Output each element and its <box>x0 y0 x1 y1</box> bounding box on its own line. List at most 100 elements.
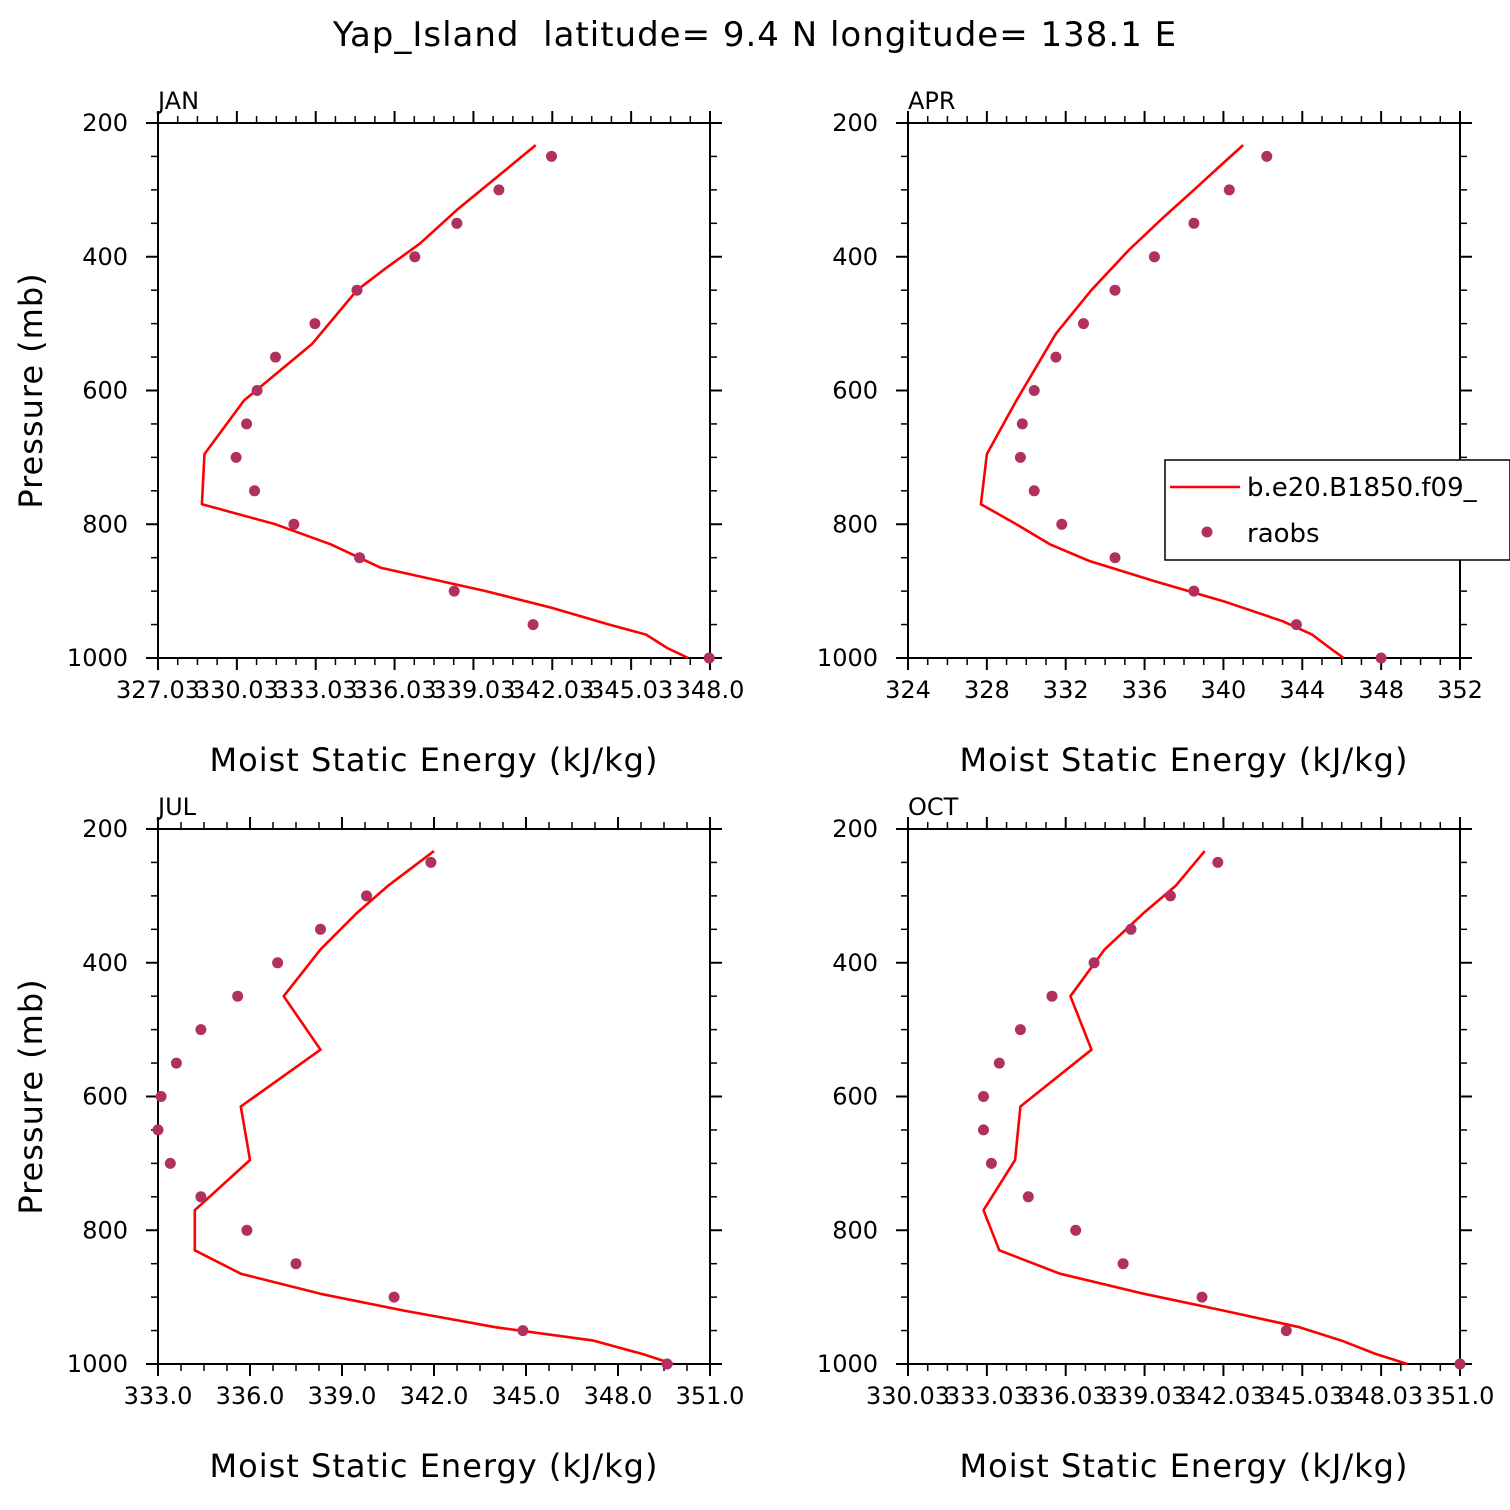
raobs-point <box>361 890 372 902</box>
raobs-point <box>288 518 300 530</box>
legend-box <box>1164 459 1510 561</box>
y-tick-label: 400 <box>82 949 128 977</box>
x-tick-label: 339.03 <box>431 676 515 704</box>
raobs-point <box>1070 1224 1082 1236</box>
y-tick-label: 600 <box>832 377 878 405</box>
raobs-point <box>1125 923 1137 935</box>
y-tick-label: 600 <box>82 1083 128 1111</box>
raobs-point <box>241 1224 253 1236</box>
x-axis-label: Moist Static Energy (kJ/kg) <box>210 741 659 779</box>
y-tick-label: 400 <box>82 243 128 271</box>
y-tick-label: 800 <box>832 1216 878 1244</box>
raobs-point <box>164 1157 176 1169</box>
raobs-point <box>978 1124 989 1136</box>
y-tick-label: 600 <box>82 377 128 405</box>
raobs-point <box>230 451 242 463</box>
x-tick-label: 336.03 <box>1024 1382 1108 1410</box>
y-tick-label: 1000 <box>817 1350 878 1378</box>
raobs-point <box>152 1124 164 1136</box>
x-tick-label: 333.03 <box>274 676 358 704</box>
raobs-point <box>1028 485 1040 497</box>
raobs-point <box>1028 385 1040 396</box>
x-tick-label: 348.0 <box>584 1382 653 1410</box>
model-profile-line <box>979 144 1345 660</box>
raobs-point <box>272 957 284 969</box>
raobs-point <box>1109 284 1121 296</box>
y-axis-label: Pressure (mb) <box>12 272 50 508</box>
raobs-point <box>249 485 260 497</box>
legend-obs-label: raobs <box>1247 519 1320 549</box>
raobs-point <box>1188 585 1200 597</box>
model-profile-line <box>982 850 1408 1366</box>
x-tick-label: 348.0 <box>676 676 745 704</box>
panel-jan: JAN327.03330.03333.03336.03339.03342.033… <box>12 87 744 779</box>
raobs-point <box>251 385 263 396</box>
raobs-point <box>1290 619 1302 631</box>
raobs-point <box>1109 552 1121 564</box>
raobs-point <box>195 1191 207 1203</box>
panel-title: APR <box>908 87 956 115</box>
raobs-point <box>517 1325 529 1337</box>
legend-model-label: b.e20.B1850.f09_ <box>1247 473 1478 503</box>
x-axis-label: Moist Static Energy (kJ/kg) <box>960 741 1409 779</box>
panels: JAN327.03330.03333.03336.03339.03342.033… <box>12 87 1494 1485</box>
plot-frame <box>157 828 711 1365</box>
plot-frame <box>907 828 1461 1365</box>
raobs-point <box>409 251 421 263</box>
raobs-point <box>1078 318 1089 330</box>
x-tick-label: 336 <box>1122 676 1168 704</box>
raobs-point <box>978 1091 989 1102</box>
raobs-point <box>1016 418 1028 430</box>
y-tick-label: 200 <box>832 109 878 137</box>
x-tick-label: 333.0 <box>124 1382 193 1410</box>
x-tick-label: 344 <box>1279 676 1325 704</box>
raobs-point <box>351 284 363 296</box>
raobs-point <box>527 619 539 631</box>
raobs-point <box>1375 652 1387 664</box>
main-title: Yap_Island latitude= 9.4 N longitude= 13… <box>332 15 1177 55</box>
y-tick-label: 1000 <box>817 644 878 672</box>
y-tick-label: 200 <box>82 109 128 137</box>
panel-title: OCT <box>908 793 959 821</box>
raobs-point <box>290 1258 302 1270</box>
x-tick-label: 342.03 <box>510 676 594 704</box>
raobs-point <box>1088 957 1100 969</box>
raobs-point <box>1223 184 1235 196</box>
x-tick-label: 327.03 <box>116 676 200 704</box>
raobs-point <box>315 923 326 935</box>
raobs-point <box>1117 1258 1129 1270</box>
raobs-point <box>1046 990 1058 1002</box>
x-tick-label: 345.03 <box>1260 1382 1344 1410</box>
panel-apr: APR 324 328 332 336 340 344 348 352 200 400 600 800 1… <box>817 87 1483 779</box>
raobs-point <box>1022 1191 1034 1203</box>
raobs-point <box>703 652 715 664</box>
raobs-point <box>1056 518 1068 530</box>
x-tick-label: 345.03 <box>589 676 673 704</box>
model-profile-line <box>200 144 689 660</box>
raobs-point <box>448 585 460 597</box>
raobs-point <box>388 1291 400 1303</box>
raobs-point <box>1148 251 1160 263</box>
raobs-point <box>309 318 321 330</box>
raobs-point <box>1014 451 1026 463</box>
x-tick-label: 324 <box>885 676 931 704</box>
raobs-point <box>493 184 505 196</box>
panel-jul: JUL 333.0 336.0 339.0 342.0 345.0 348.0 351.0 20… <box>12 793 744 1485</box>
raobs-point <box>1014 1024 1026 1036</box>
x-tick-label: 336.0 <box>216 1382 285 1410</box>
x-tick-label: 336.03 <box>353 676 437 704</box>
x-tick-label: 348 <box>1358 676 1404 704</box>
raobs-point <box>232 990 244 1002</box>
x-tick-label: 340 <box>1201 676 1247 704</box>
plot-frame <box>907 122 1461 659</box>
y-tick-label: 800 <box>82 1216 128 1244</box>
raobs-point <box>661 1358 673 1370</box>
x-tick-label: 351.0 <box>676 1382 745 1410</box>
raobs-point <box>270 351 281 363</box>
raobs-point <box>155 1091 167 1102</box>
x-tick-label: 330.03 <box>866 1382 950 1410</box>
y-tick-label: 800 <box>82 510 128 538</box>
raobs-point <box>170 1057 182 1069</box>
model-profile-line <box>193 850 674 1366</box>
y-tick-label: 200 <box>82 815 128 843</box>
